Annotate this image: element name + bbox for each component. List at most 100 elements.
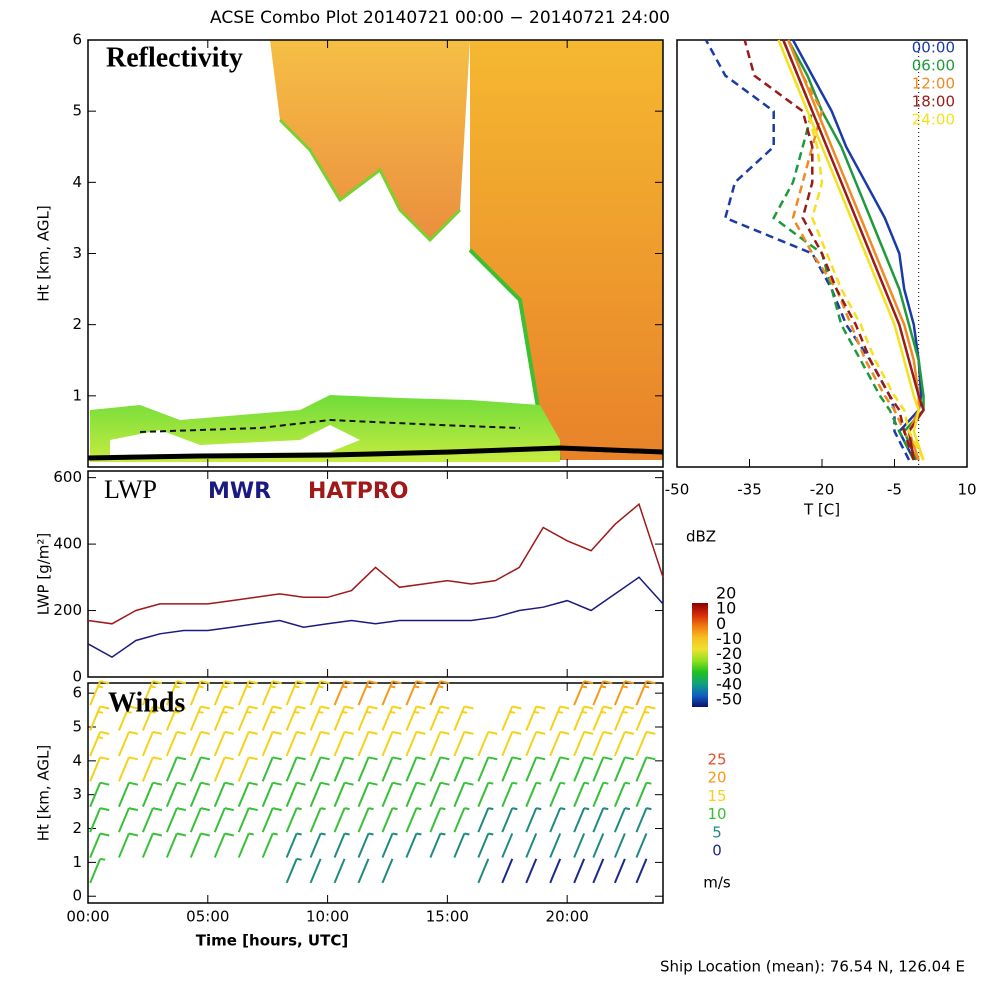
- wind-barb: [118, 730, 139, 757]
- temperature-line: [782, 39, 925, 461]
- wind-barb: [453, 807, 470, 833]
- wind-barb: [429, 781, 450, 808]
- wind-barb: [405, 756, 426, 782]
- wind-barb: [261, 680, 282, 706]
- wind-barb: [189, 730, 211, 757]
- wind-barb: [89, 857, 106, 884]
- wind-barb: [357, 756, 378, 782]
- wind-barb: [309, 781, 330, 808]
- wind-barb: [309, 832, 326, 858]
- wind-barb: [429, 807, 446, 833]
- wind-barb: [549, 781, 566, 808]
- wind-barb: [89, 730, 110, 757]
- wind-barb: [141, 680, 163, 706]
- wind-barb: [635, 756, 656, 782]
- wind-barb: [89, 832, 110, 858]
- wind-barb: [613, 833, 626, 858]
- wind-barb: [141, 756, 163, 782]
- colorbar: [692, 603, 708, 707]
- wind-barb: [285, 680, 306, 706]
- y-tick-label: 2: [72, 315, 82, 333]
- wind-barb: [89, 705, 110, 731]
- dewpoint-line: [772, 39, 915, 461]
- wind-colorbar-label: 25: [707, 751, 726, 769]
- wind-barb: [165, 807, 187, 833]
- wind-barb: [592, 807, 609, 833]
- panel-label: LWP: [104, 475, 157, 504]
- wind-barb: [573, 730, 594, 757]
- wind-barb: [237, 832, 254, 858]
- wind-colorbar-label: 15: [707, 787, 726, 805]
- wind-barb: [189, 781, 211, 808]
- wind-barb: [573, 756, 594, 782]
- colorbar-tick-label: 10: [716, 599, 736, 618]
- wind-barb: [549, 705, 570, 731]
- wind-barb: [118, 705, 139, 731]
- x-tick-label: 05:00: [186, 908, 229, 926]
- y-tick-label: 5: [72, 718, 82, 736]
- wind-barb: [165, 781, 187, 808]
- wind-barb: [477, 730, 498, 757]
- wind-barb: [429, 832, 446, 858]
- wind-barb: [333, 781, 354, 808]
- wind-barb: [501, 756, 522, 782]
- wind-barb: [381, 756, 402, 782]
- colorbar-tick-label: -20: [716, 644, 742, 663]
- wind-barb: [309, 730, 330, 757]
- wind-barb: [89, 781, 110, 808]
- wind-barb: [309, 858, 322, 884]
- wind-barb: [237, 680, 258, 706]
- wind-barb: [635, 807, 652, 833]
- wind-barb: [613, 807, 631, 833]
- wind-colorbar-label: 20: [707, 769, 726, 787]
- wind-barb: [237, 756, 258, 782]
- wind-barb: [213, 680, 235, 706]
- wind-barb: [592, 705, 613, 731]
- wind-barb: [613, 858, 626, 884]
- colorbar-tick-label: 0: [716, 614, 726, 633]
- wind-barb: [525, 807, 542, 833]
- wind-barb: [453, 730, 474, 757]
- colorbar-label: dBZ: [686, 528, 716, 546]
- wind-barb: [501, 705, 522, 731]
- wind-barb: [333, 730, 354, 757]
- lwp-line: [87, 576, 664, 658]
- x-tick-label: -20: [810, 481, 835, 499]
- wind-barb: [477, 832, 494, 858]
- wind-barb: [165, 730, 187, 757]
- wind-barb: [118, 756, 139, 782]
- wind-barb: [165, 680, 187, 706]
- wind-barb: [357, 858, 370, 884]
- wind-barb: [592, 781, 609, 808]
- wind-barb: [613, 705, 635, 731]
- wind-barb: [453, 781, 474, 808]
- wind-barb: [635, 680, 656, 706]
- wind-barb: [237, 781, 258, 808]
- wind-barb: [141, 705, 163, 731]
- y-axis-label: Ht [km, AGL]: [35, 205, 53, 301]
- y-tick-label: 0: [72, 668, 82, 686]
- y-tick-label: 4: [72, 173, 82, 191]
- wind-barb: [525, 833, 538, 858]
- wind-barb: [285, 756, 306, 782]
- wind-barb: [261, 807, 282, 833]
- wind-barb: [477, 781, 494, 808]
- wind-barb: [213, 730, 235, 757]
- x-axis-label: T [C]: [803, 501, 840, 519]
- wind-barb: [635, 705, 656, 731]
- wind-barb: [285, 705, 306, 731]
- wind-barb: [429, 705, 450, 731]
- y-tick-label: 4: [72, 751, 82, 769]
- dewpoint-line: [743, 39, 915, 461]
- legend-entry: 12:00: [912, 75, 955, 93]
- dewpoint-line: [704, 39, 911, 461]
- wind-barb: [118, 781, 139, 808]
- wind-barb: [141, 832, 163, 858]
- x-tick-label: -50: [665, 481, 690, 499]
- wind-barb: [285, 857, 302, 884]
- wind-barb: [213, 832, 235, 858]
- wind-barb: [453, 705, 474, 731]
- wind-barb: [501, 833, 514, 858]
- wind-barb: [381, 858, 394, 884]
- x-tick-label: -35: [737, 481, 762, 499]
